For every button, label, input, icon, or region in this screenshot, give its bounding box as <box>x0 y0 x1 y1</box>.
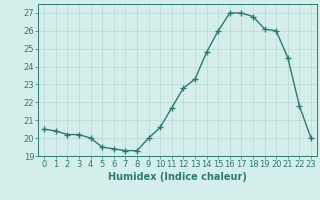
X-axis label: Humidex (Indice chaleur): Humidex (Indice chaleur) <box>108 172 247 182</box>
